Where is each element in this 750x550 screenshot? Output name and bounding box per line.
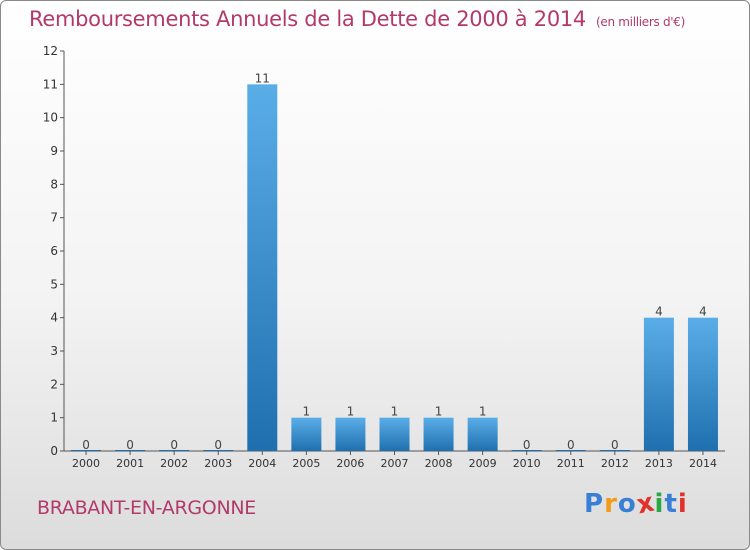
bar: [643, 317, 674, 451]
y-tick-label: 3: [50, 344, 58, 358]
logo-letter: r: [604, 489, 618, 519]
data-label: 1: [303, 405, 311, 419]
x-tick-label: 2008: [425, 457, 453, 470]
logo-letter: o: [617, 489, 637, 519]
y-tick-label: 8: [50, 177, 58, 191]
x-tick-label: 2000: [72, 457, 100, 470]
bar: [687, 317, 718, 451]
x-tick-label: 2003: [204, 457, 232, 470]
x-tick-label: 2010: [513, 457, 541, 470]
y-tick-label: 6: [50, 244, 58, 258]
y-tick-label: 4: [50, 311, 58, 325]
bar: [423, 417, 454, 451]
commune-name: BRABANT-EN-ARGONNE: [37, 497, 256, 519]
y-tick-label: 10: [43, 111, 58, 125]
x-tick-label: 2002: [160, 457, 188, 470]
data-label: 0: [170, 438, 178, 452]
x-tick-label: 2011: [557, 457, 585, 470]
y-tick-label: 0: [50, 444, 58, 458]
data-label: 0: [82, 438, 90, 452]
data-label: 1: [435, 405, 443, 419]
x-tick-label: 2001: [116, 457, 144, 470]
data-label: 0: [523, 438, 531, 452]
bar: [335, 417, 366, 451]
data-label: 0: [611, 438, 619, 452]
logo-letter: t: [664, 489, 678, 519]
proxiti-logo: Proxiti: [584, 487, 688, 520]
data-label: 0: [126, 438, 134, 452]
data-label: 11: [255, 71, 270, 85]
x-tick-label: 2005: [292, 457, 320, 470]
data-label: 4: [699, 305, 707, 319]
y-tick-label: 2: [50, 377, 58, 391]
x-tick-label: 2004: [248, 457, 276, 470]
logo-letter: i: [654, 489, 665, 519]
x-tick-label: 2007: [381, 457, 409, 470]
logo-letter: P: [584, 489, 605, 519]
data-label: 0: [214, 438, 222, 452]
y-tick-label: 1: [50, 411, 58, 425]
chart-title: Remboursements Annuels de la Dette de 20…: [29, 7, 685, 31]
x-tick-label: 2013: [645, 457, 673, 470]
x-tick-label: 2014: [689, 457, 717, 470]
y-tick-label: 11: [43, 77, 58, 91]
x-tick-label: 2012: [601, 457, 629, 470]
data-label: 1: [479, 405, 487, 419]
logo-letter: i: [677, 489, 688, 519]
bar: [247, 84, 278, 451]
data-label: 1: [391, 405, 399, 419]
y-tick-label: 12: [43, 44, 58, 58]
x-tick-label: 2006: [336, 457, 364, 470]
y-tick-label: 9: [50, 144, 58, 158]
y-tick-label: 5: [50, 277, 58, 291]
bar: [467, 417, 498, 451]
unit-label: (en milliers d'€): [596, 15, 686, 29]
bar: [291, 417, 322, 451]
data-label: 4: [655, 305, 663, 319]
data-label: 1: [347, 405, 355, 419]
x-tick-label: 2009: [469, 457, 497, 470]
bar: [379, 417, 410, 451]
chart-title-text: Remboursements Annuels de la Dette de 20…: [29, 7, 586, 31]
data-label: 0: [567, 438, 575, 452]
y-tick-label: 7: [50, 211, 58, 225]
